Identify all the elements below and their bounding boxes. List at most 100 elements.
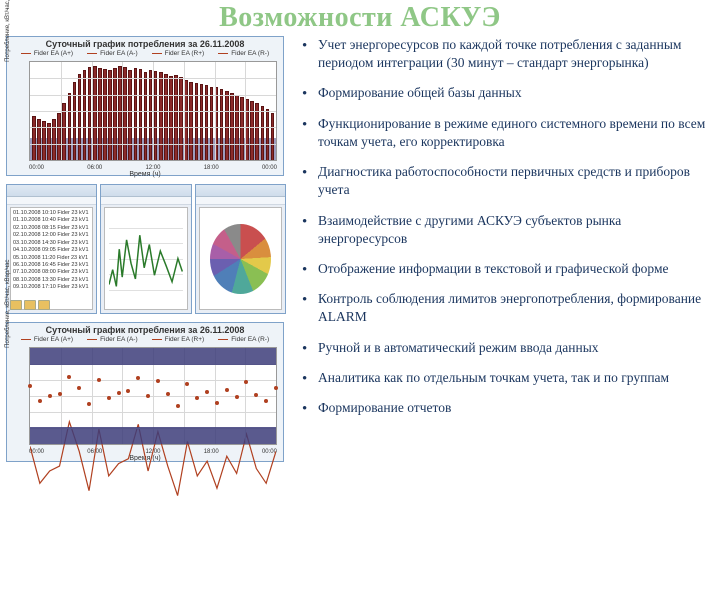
window-body: 01.10.2008 10:10 Fider 23 kV101.10.2008 … xyxy=(10,207,93,310)
bar-chart-panel: Суточный график потребления за 26.11.200… xyxy=(6,36,284,176)
list-row: 05.10.2008 11:20 Fider 23 kV1 xyxy=(13,255,90,262)
data-point xyxy=(136,376,140,380)
bar xyxy=(266,109,270,160)
bar xyxy=(179,77,183,160)
bar xyxy=(73,82,77,160)
bullet-item: Формирование отчетов xyxy=(300,399,710,417)
list-row: 07.10.2008 08:00 Fider 23 kV1 xyxy=(13,269,90,276)
data-list: 01.10.2008 10:10 Fider 23 kV101.10.2008 … xyxy=(11,208,92,294)
data-point xyxy=(87,402,91,406)
list-row: 02.10.2008 08:15 Fider 23 kV1 xyxy=(13,225,90,232)
bullet-item: Ручной и в автоматический режим ввода да… xyxy=(300,339,710,357)
chart-legend: Fider EA (A+)Fider EA (A-)Fider EA (R+)F… xyxy=(7,49,283,59)
data-point xyxy=(156,379,160,383)
charts-column: Суточный график потребления за 26.11.200… xyxy=(6,36,286,470)
data-point xyxy=(235,395,239,399)
bar xyxy=(52,119,56,160)
chart-legend: Fider EA (A+)Fider EA (A-)Fider EA (R+)F… xyxy=(7,335,283,345)
bar xyxy=(154,71,158,160)
bar xyxy=(220,89,224,160)
data-point xyxy=(77,386,81,390)
data-point xyxy=(166,392,170,396)
bar xyxy=(123,67,127,160)
x-axis-label: Время (ч) xyxy=(7,171,283,180)
bar xyxy=(128,70,132,160)
bar xyxy=(205,85,209,160)
tool-icon[interactable] xyxy=(10,300,22,310)
data-point xyxy=(185,382,189,386)
toolbar-buttons xyxy=(10,300,50,310)
bar xyxy=(174,75,178,160)
mini-windows-row: 01.10.2008 10:10 Fider 23 kV101.10.2008 … xyxy=(6,184,286,314)
tool-icon[interactable] xyxy=(38,300,50,310)
list-row: 04.10.2008 09:05 Fider 23 kV1 xyxy=(13,247,90,254)
list-row: 01.10.2008 10:10 Fider 23 kV1 xyxy=(13,210,90,217)
bar xyxy=(261,106,265,160)
y-axis-label: Потребление, кВт/час, кВар/час xyxy=(5,260,11,348)
data-point xyxy=(117,391,121,395)
list-row: 03.10.2008 14:30 Fider 23 kV1 xyxy=(13,240,90,247)
window-titlebar xyxy=(101,185,190,197)
data-point xyxy=(48,394,52,398)
list-row: 01.10.2008 10:40 Fider 23 kV1 xyxy=(13,217,90,224)
data-point xyxy=(28,384,32,388)
window-titlebar xyxy=(196,185,285,197)
bar xyxy=(159,72,163,160)
mini-line-window xyxy=(100,184,191,314)
list-row: 02.10.2008 12:00 Fider 23 kV1 xyxy=(13,232,90,239)
bar xyxy=(184,80,188,160)
data-point xyxy=(264,399,268,403)
bar xyxy=(164,74,168,160)
pie-window xyxy=(195,184,286,314)
data-point xyxy=(176,404,180,408)
bullet-item: Диагностика работоспособности первичных … xyxy=(300,163,710,199)
data-point xyxy=(67,375,71,379)
data-point xyxy=(274,386,278,390)
data-point xyxy=(126,389,130,393)
bar xyxy=(32,116,36,160)
bar xyxy=(78,74,82,160)
data-point xyxy=(244,380,248,384)
bullet-item: Аналитика как по отдельным точкам учета,… xyxy=(300,369,710,387)
window-menubar xyxy=(101,197,190,205)
bar-chart-plot xyxy=(29,61,277,161)
pie-wrap xyxy=(210,218,271,299)
page-title: Возможности АСКУЭ xyxy=(0,2,720,34)
list-row: 09.10.2008 17:10 Fider 23 kV1 xyxy=(13,284,90,291)
list-row: 08.10.2008 13:30 Fider 23 kV1 xyxy=(13,277,90,284)
bullet-list: Учет энергоресурсов по каждой точке потр… xyxy=(300,36,710,417)
pie-chart xyxy=(210,224,271,294)
list-window: 01.10.2008 10:10 Fider 23 kV101.10.2008 … xyxy=(6,184,97,314)
chart-title: Суточный график потребления за 26.11.200… xyxy=(7,37,283,49)
bar xyxy=(47,123,51,160)
list-row: 06.10.2008 16:45 Fider 23 kV1 xyxy=(13,262,90,269)
bar xyxy=(139,69,143,160)
bar xyxy=(169,76,173,160)
bar xyxy=(98,68,102,160)
data-point xyxy=(205,390,209,394)
window-body xyxy=(104,207,187,310)
data-point xyxy=(38,399,42,403)
bar xyxy=(93,66,97,160)
data-point xyxy=(195,396,199,400)
bullet-item: Функционирование в режиме единого систем… xyxy=(300,115,710,151)
bullet-item: Контроль соблюдения лимитов энергопотреб… xyxy=(300,290,710,326)
bar xyxy=(108,70,112,160)
bar xyxy=(37,119,41,160)
bar xyxy=(103,69,107,160)
data-point xyxy=(146,394,150,398)
tool-icon[interactable] xyxy=(24,300,36,310)
line-chart-plot xyxy=(29,347,277,445)
bar xyxy=(149,70,153,160)
data-point xyxy=(215,401,219,405)
data-point xyxy=(225,388,229,392)
bullet-item: Взаимодействие с другими АСКУЭ субъектов… xyxy=(300,212,710,248)
data-point xyxy=(97,378,101,382)
window-menubar xyxy=(196,197,285,205)
data-point xyxy=(58,392,62,396)
bar xyxy=(134,68,138,160)
data-point xyxy=(254,393,258,397)
bar xyxy=(210,87,214,161)
bar xyxy=(240,97,244,160)
bar xyxy=(225,91,229,160)
